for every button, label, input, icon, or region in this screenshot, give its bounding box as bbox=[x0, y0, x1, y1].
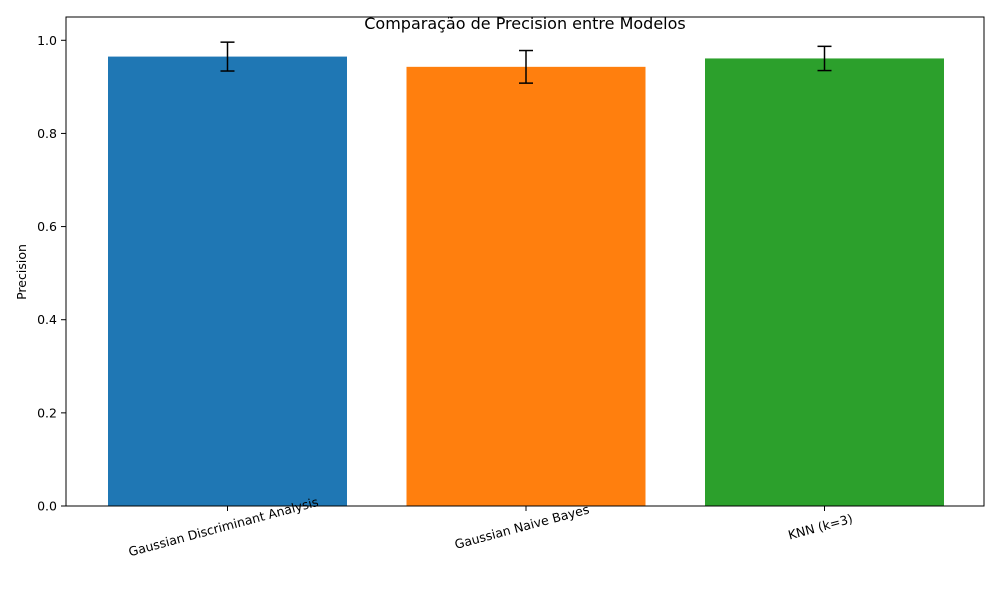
error-bar-1 bbox=[220, 41, 235, 72]
error-bar-3 bbox=[817, 45, 832, 72]
bars-layer bbox=[108, 56, 944, 507]
error-bars-layer bbox=[220, 41, 832, 84]
bar-3 bbox=[705, 58, 944, 506]
x-tick-label-3: KNN (k=3) bbox=[786, 511, 854, 543]
bar-2 bbox=[406, 66, 646, 507]
bar-1 bbox=[108, 56, 347, 506]
y-tick-label-3: 0.6 bbox=[37, 219, 57, 234]
y-axis-ticks: 0.0 0.2 0.4 0.6 0.8 1.0 bbox=[37, 33, 66, 514]
y-axis-label: Precision bbox=[14, 244, 29, 300]
y-tick-label-5: 1.0 bbox=[37, 33, 57, 48]
y-tick-label-2: 0.4 bbox=[37, 312, 57, 327]
chart-title: Comparação de Precision entre Modelos bbox=[364, 14, 686, 33]
y-tick-label-0: 0.0 bbox=[37, 499, 57, 514]
y-tick-label-1: 0.2 bbox=[37, 405, 57, 420]
y-tick-label-4: 0.8 bbox=[37, 126, 57, 141]
error-bar-2 bbox=[519, 49, 533, 84]
x-tick-label-2: Gaussian Naive Bayes bbox=[453, 501, 591, 551]
plot-frame bbox=[65, 16, 985, 507]
